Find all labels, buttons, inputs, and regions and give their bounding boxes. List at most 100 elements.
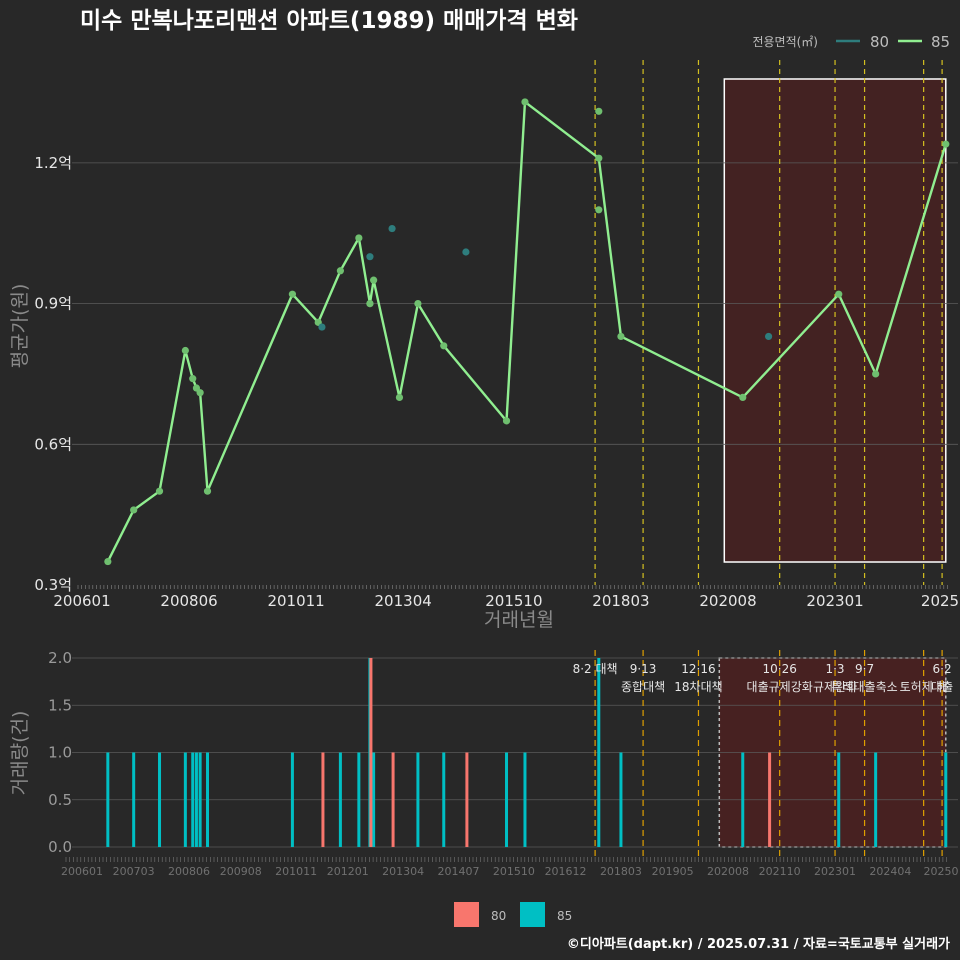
chart-title: 미수 만복나포리맨션 아파트(1989) 매매가격 변화 <box>80 8 578 34</box>
series-85-point <box>617 332 625 341</box>
bar-85 <box>741 752 745 847</box>
policy-label-date: 9·13 <box>630 662 657 676</box>
bar-80 <box>465 752 469 847</box>
top-x-tick-label: 200601 <box>53 592 110 610</box>
bar-85 <box>183 752 187 847</box>
bottom-x-tick-label: 201304 <box>382 865 424 878</box>
top-x-tick-label: 201011 <box>267 592 324 610</box>
bar-85 <box>837 752 841 847</box>
series-85-point <box>288 290 297 298</box>
bar-85 <box>597 658 601 847</box>
bottom-x-tick-label: 200601 <box>61 865 103 878</box>
bottom-x-tick-label: 201905 <box>652 865 694 878</box>
bar-85 <box>198 752 202 847</box>
series-80-point <box>764 332 773 341</box>
series-85-point <box>196 389 204 397</box>
series-80-point <box>388 224 396 233</box>
top-x-tick-label: 2025 <box>921 592 959 610</box>
bottom-legend-80-label: 80 <box>491 909 506 923</box>
bottom-x-tick-label: 200908 <box>220 865 262 878</box>
bottom-x-tick-label: 200806 <box>168 865 210 878</box>
bar-85 <box>191 752 195 847</box>
top-y-tick-label: 0.3억 <box>34 576 72 594</box>
bottom-x-tick-label: 202404 <box>869 865 911 878</box>
bottom-y-axis-title: 거래량(건) <box>9 711 31 796</box>
bar-85 <box>290 752 294 847</box>
policy-label-date: 6·2 <box>933 662 952 676</box>
bottom-x-tick-label: 200703 <box>113 865 155 878</box>
series-80-point <box>366 253 374 261</box>
bar-85 <box>194 752 198 847</box>
policy-label-date: 10·26 <box>762 662 796 676</box>
bar-85 <box>206 752 210 847</box>
bar-85 <box>874 752 878 847</box>
series-85-point <box>370 276 378 284</box>
series-85-point <box>502 417 511 425</box>
series-85-point <box>440 342 448 350</box>
top-x-axis-title: 거래년월 <box>484 609 554 631</box>
bottom-x-tick-label: 201612 <box>545 865 587 878</box>
bottom-y-tick-label: 0.5 <box>48 791 72 809</box>
legend-85-box <box>520 902 545 927</box>
top-x-tick-label: 202008 <box>699 592 756 610</box>
legend-85-label: 85 <box>931 33 950 51</box>
series-85-point <box>366 300 374 308</box>
bar-85 <box>442 752 446 847</box>
chart-caption: ©디아파트(dapt.kr) / 2025.07.31 / 자료=국토교통부 실… <box>567 936 950 952</box>
bottom-x-tick-label: 201803 <box>600 865 642 878</box>
series-80-point <box>318 323 326 331</box>
bottom-x-tick-label: 201407 <box>438 865 480 878</box>
series-85-point <box>395 393 404 401</box>
series-85-point <box>181 346 189 355</box>
bar-80 <box>391 752 395 847</box>
bar-80 <box>321 752 325 847</box>
bar-85 <box>106 752 110 847</box>
policy-label-name: 규제완화 <box>813 680 857 694</box>
bar-85 <box>944 752 948 847</box>
bar-80 <box>369 658 373 847</box>
bar-85 <box>158 752 162 847</box>
series-85-point <box>872 370 880 378</box>
policy-label-date: 12·16 <box>681 662 715 676</box>
bottom-x-tick-label: 20250 <box>924 865 959 878</box>
series-85-point <box>595 107 603 115</box>
series-85-point <box>189 375 197 383</box>
bottom-x-tick-label: 201011 <box>275 865 317 878</box>
policy-label-name: 대출규제강화 <box>747 680 813 694</box>
series-85-point <box>942 140 950 148</box>
bottom-x-tick-label: 201510 <box>493 865 535 878</box>
bottom-y-tick-label: 0.0 <box>48 838 72 856</box>
series-85-point <box>355 234 363 242</box>
bottom-y-tick-label: 1.0 <box>48 744 72 762</box>
top-y-tick-label: 1.2억 <box>34 154 72 172</box>
bar-85 <box>416 752 420 847</box>
top-x-tick-label: 202301 <box>806 592 863 610</box>
bar-85 <box>132 752 136 847</box>
bar-85 <box>338 752 342 847</box>
series-85-point <box>155 487 164 495</box>
bottom-y-tick-label: 2.0 <box>48 649 72 667</box>
policy-label-name: 18차대책 <box>674 679 722 694</box>
bar-85 <box>619 752 623 847</box>
policy-label-name: 토허제 해 <box>900 680 948 694</box>
policy-label-name: 종합대책 <box>621 679 665 694</box>
series-85-point <box>739 393 747 401</box>
policy-label-name: 특례대출축소 <box>831 680 897 694</box>
bottom-x-tick-label: 202110 <box>759 865 801 878</box>
series-85-point <box>203 487 212 495</box>
policy-label-date: 9·7 <box>855 662 874 676</box>
bar-85 <box>372 752 376 847</box>
top-x-tick-label: 201304 <box>375 592 432 610</box>
series-85-point <box>595 206 603 214</box>
bar-80 <box>768 752 772 847</box>
series-85-point <box>104 557 112 566</box>
top-x-tick-label: 200806 <box>160 592 217 610</box>
bottom-legend-85-label: 85 <box>557 909 572 923</box>
policy-label-date: 8·2 대책 <box>573 661 618 676</box>
series-85-point <box>336 267 344 275</box>
bar-85 <box>523 752 527 847</box>
bottom-x-tick-label: 202008 <box>707 865 749 878</box>
bottom-x-tick-label: 202301 <box>814 865 856 878</box>
top-y-axis-title: 평균가(원) <box>9 284 31 369</box>
policy-label-name: 대출 <box>931 680 953 694</box>
